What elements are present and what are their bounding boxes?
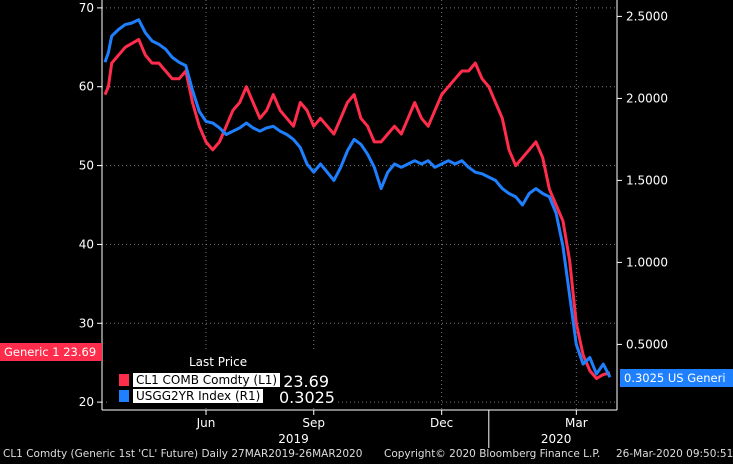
- series-line-cl1: [103, 37, 611, 380]
- x-year-label: 2020: [541, 432, 572, 446]
- footer-copyright: Copyright© 2020 Bloomberg Finance L.P.: [384, 448, 601, 460]
- left-tick-label: 30: [79, 316, 94, 330]
- right-tick-label: 2.0000: [626, 91, 668, 105]
- legend-row: USGG2YR Index (R1): [119, 388, 264, 404]
- legend-value: 0.3025: [279, 388, 335, 407]
- left-tick-label: 50: [79, 159, 94, 173]
- right-axis-ticks: 0.5000 1.0000 1.5000 2.0000 2.5000: [617, 9, 668, 351]
- x-month-label: Mar: [565, 416, 588, 430]
- legend: Last Price CL1 COMB Comdty (L1) 23.69 US…: [109, 351, 336, 408]
- left-tick-label: 60: [79, 80, 94, 94]
- right-tick-label: 1.5000: [626, 173, 668, 187]
- right-last-price-tag: 0.3025 US Generi: [620, 369, 733, 387]
- x-month-label: Dec: [430, 416, 453, 430]
- legend-name: USGG2YR Index (R1): [133, 389, 264, 403]
- x-axis-ticks: Jun Sep Dec Mar 2019 2020: [196, 410, 588, 448]
- series-lines: [103, 18, 612, 380]
- left-tick-label: 20: [79, 395, 94, 409]
- x-month-label: Jun: [196, 416, 216, 430]
- left-tick-label: 70: [79, 1, 94, 15]
- grid: [102, 0, 617, 410]
- x-month-label: Sep: [302, 416, 325, 430]
- legend-swatch-usgg2yr: [119, 390, 129, 402]
- right-tick-label: 1.0000: [626, 255, 668, 269]
- x-year-label: 2019: [278, 432, 309, 446]
- left-tick-label: 40: [79, 237, 94, 251]
- footer-timestamp: 26-Mar-2020 09:50:51: [616, 448, 733, 460]
- series-line-usgg2yr: [103, 18, 612, 378]
- right-tick-label: 0.5000: [626, 337, 668, 351]
- footer-description: CL1 Comdty (Generic 1st 'CL' Future) Dai…: [3, 448, 363, 460]
- legend-header: Last Price: [189, 355, 248, 369]
- legend-name: CL1 COMB Comdty (L1): [133, 373, 281, 387]
- legend-swatch-cl1: [119, 374, 129, 386]
- left-last-price-tag: Generic 1 23.69: [0, 343, 102, 361]
- axes: [101, 0, 618, 411]
- legend-value: 23.69: [283, 372, 329, 391]
- right-tick-label: 2.5000: [626, 9, 668, 23]
- left-axis-ticks: 20 30 40 50 60 70: [79, 1, 102, 409]
- legend-row: CL1 COMB Comdty (L1): [119, 372, 281, 388]
